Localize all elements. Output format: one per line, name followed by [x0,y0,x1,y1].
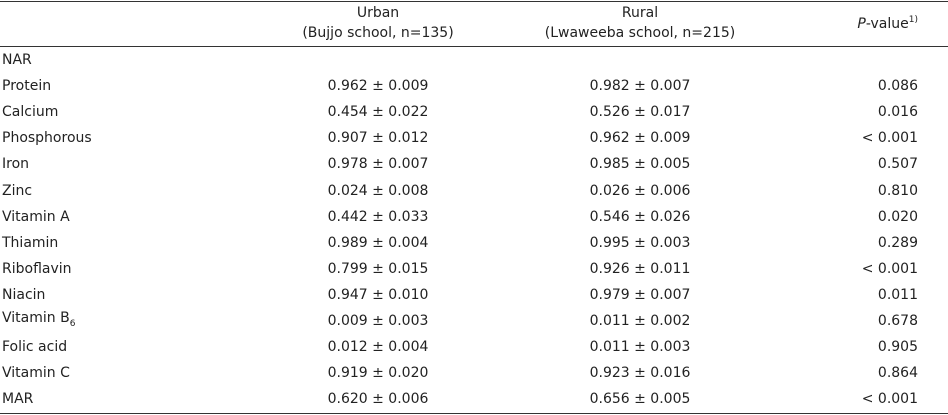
p-value: < 0.001 [861,391,918,408]
rural-value: 0.982 ± 0.007 [589,78,691,95]
row-label: Folic acid [2,338,67,356]
p-value: < 0.001 [861,130,918,147]
row-label-text: Vitamin C [2,365,70,382]
row-label: Vitamin C [2,364,70,382]
row-label-text: Thiamin [2,234,59,251]
section-label: NAR [2,52,32,68]
rural-value: 0.546 ± 0.026 [589,208,691,225]
row-label-text: Zinc [2,182,33,199]
rural-value: 0.923 ± 0.016 [589,365,691,382]
column-title: Urban [356,5,400,21]
p-value: 0.011 [877,286,918,303]
urban-value: 0.012 ± 0.004 [327,339,429,356]
row-label: Thiamin [2,234,58,252]
p-italic: P [857,15,866,32]
row-label: Calcium [2,103,58,121]
urban-value: 0.919 ± 0.020 [327,365,429,382]
p-value: 0.810 [877,182,918,199]
urban-value: 0.907 ± 0.012 [327,130,429,147]
rural-value: 0.011 ± 0.003 [589,339,691,356]
rural-value: 0.011 ± 0.002 [589,313,691,329]
rural-value: 0.985 ± 0.005 [589,156,691,173]
rural-value: 0.026 ± 0.006 [589,182,691,199]
row-label-text: Folic acid [2,339,68,356]
urban-value: 0.620 ± 0.006 [327,391,429,408]
row-label-text: Riboflavin [2,260,72,277]
row-label: Vitamin A [2,208,70,226]
row-label: Iron [2,155,29,173]
p-value: 0.020 [877,208,918,225]
p-text: -value [865,15,909,32]
p-value: 0.086 [877,78,918,95]
urban-value: 0.947 ± 0.010 [327,286,429,303]
bottom-rule [0,413,948,414]
row-label-text: Niacin [2,286,46,303]
row-label: Phosphorous [2,129,92,147]
rural-value: 0.979 ± 0.007 [589,286,691,303]
row-label-text: Iron [2,156,30,173]
row-label-text: Vitamin B [2,310,70,327]
row-label: Riboflavin [2,260,72,278]
row-label-text: Calcium [2,104,59,121]
p-value: 0.864 [877,365,918,382]
urban-value: 0.962 ± 0.009 [327,78,429,95]
row-label: Zinc [2,182,32,200]
column-title: P-value1) [857,11,918,33]
urban-value: 0.442 ± 0.033 [327,208,429,225]
rural-value: 0.995 ± 0.003 [589,234,691,251]
p-value: 0.289 [877,234,918,251]
urban-value: 0.024 ± 0.008 [327,182,429,199]
rural-value: 0.526 ± 0.017 [589,104,691,121]
row-label-text: Protein [2,78,52,95]
row-label: MAR [2,390,33,408]
rural-value: 0.926 ± 0.011 [589,260,691,277]
p-value: < 0.001 [861,260,918,277]
rural-value: 0.656 ± 0.005 [589,391,691,408]
urban-value: 0.978 ± 0.007 [327,156,429,173]
footnote-mark: 1) [908,15,918,26]
header-rule [0,46,948,47]
row-label-sub: 6 [69,318,76,329]
row-label: Protein [2,77,51,95]
p-value: 0.678 [877,313,918,329]
row-label-text: Vitamin A [2,208,70,225]
urban-value: 0.009 ± 0.003 [327,313,429,329]
p-value: 0.507 [877,156,918,173]
column-subtitle: (Lwaweeba school, n=215) [544,25,736,41]
p-value: 0.905 [877,339,918,356]
p-value: 0.016 [877,104,918,121]
row-label: Niacin [2,286,45,304]
urban-value: 0.454 ± 0.022 [327,104,429,121]
row-label-text: MAR [2,391,34,408]
urban-value: 0.989 ± 0.004 [327,234,429,251]
column-subtitle: (Bujjo school, n=135) [302,25,454,41]
row-label-text: Phosphorous [2,130,92,147]
column-title: Rural [621,5,659,21]
rural-value: 0.962 ± 0.009 [589,130,691,147]
top-rule [0,1,948,2]
row-label: Vitamin B6 [2,309,75,333]
urban-value: 0.799 ± 0.015 [327,260,429,277]
